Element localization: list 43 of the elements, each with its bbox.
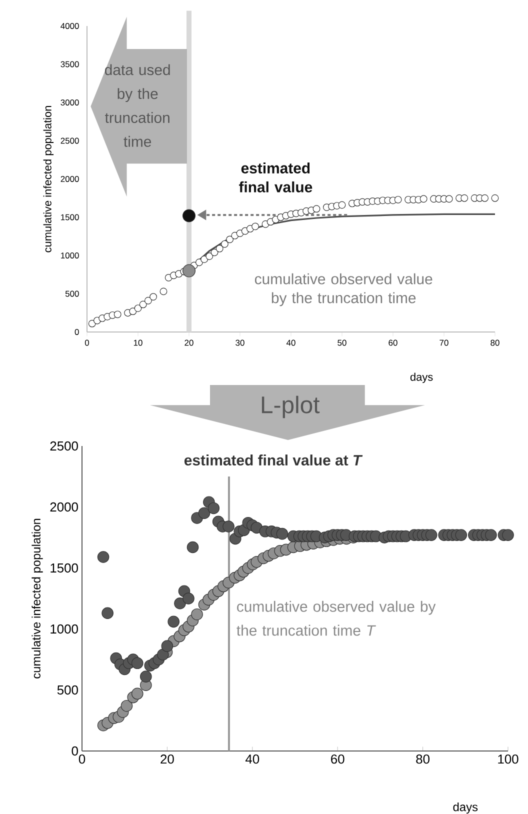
- y-axis-title: cumulative infected population: [32, 518, 43, 678]
- annotation: estimated final value: [238, 162, 312, 192]
- y-tick-label: 1000: [61, 252, 79, 258]
- x-tick-label: 0: [84, 340, 90, 346]
- annotation: estimated final value at T: [184, 454, 363, 466]
- x-tick-label: 30: [236, 340, 244, 346]
- x-tick-label: 80: [416, 754, 430, 764]
- annotation: cumulative observed value by the truncation time: [254, 273, 432, 306]
- y-tick-label: 2500: [50, 441, 78, 451]
- x-axis-title: days: [410, 372, 433, 383]
- point: [131, 688, 144, 700]
- y-tick-label: 4000: [60, 23, 79, 29]
- point: [191, 608, 203, 620]
- x-tick-label: 20: [160, 754, 174, 764]
- x-tick-label: 60: [331, 754, 344, 764]
- y-tick-label: 2500: [60, 138, 79, 144]
- y-tick-label: 0: [72, 746, 78, 756]
- y-tick-label: 500: [57, 685, 78, 695]
- y-tick-label: 1500: [61, 214, 79, 220]
- y-tick-label: 2000: [60, 176, 79, 182]
- y-tick-label: 3500: [60, 61, 79, 68]
- y-tick-label: 0: [74, 329, 79, 335]
- x-tick-label: 40: [286, 340, 296, 346]
- y-tick-label: 1000: [50, 624, 78, 634]
- x-axis-title: days: [453, 802, 478, 814]
- text: L-plot: [262, 396, 320, 418]
- y-tick-label: 2000: [50, 502, 78, 512]
- y-tick-label: 1500: [50, 563, 78, 573]
- x-tick-label: 20: [184, 340, 194, 346]
- y-axis-title: cumulative infected population: [43, 106, 54, 252]
- y-tick-label: 500: [65, 290, 79, 297]
- x-tick-label: 0: [78, 754, 86, 764]
- x-tick-label: 50: [338, 340, 346, 346]
- x-tick-label: 40: [245, 754, 260, 764]
- x-tick-label: 60: [388, 340, 398, 346]
- y-tick-label: 3000: [60, 100, 79, 106]
- annotation: cumulative observed value by the truncation time T: [236, 600, 436, 636]
- x-tick-label: 70: [440, 340, 448, 346]
- x-tick-label: 100: [498, 754, 518, 764]
- point: [120, 700, 133, 712]
- x-tick-label: 10: [134, 340, 142, 346]
- annotation: data used by the truncation time: [104, 64, 170, 147]
- x-tick-label: 80: [490, 340, 500, 346]
